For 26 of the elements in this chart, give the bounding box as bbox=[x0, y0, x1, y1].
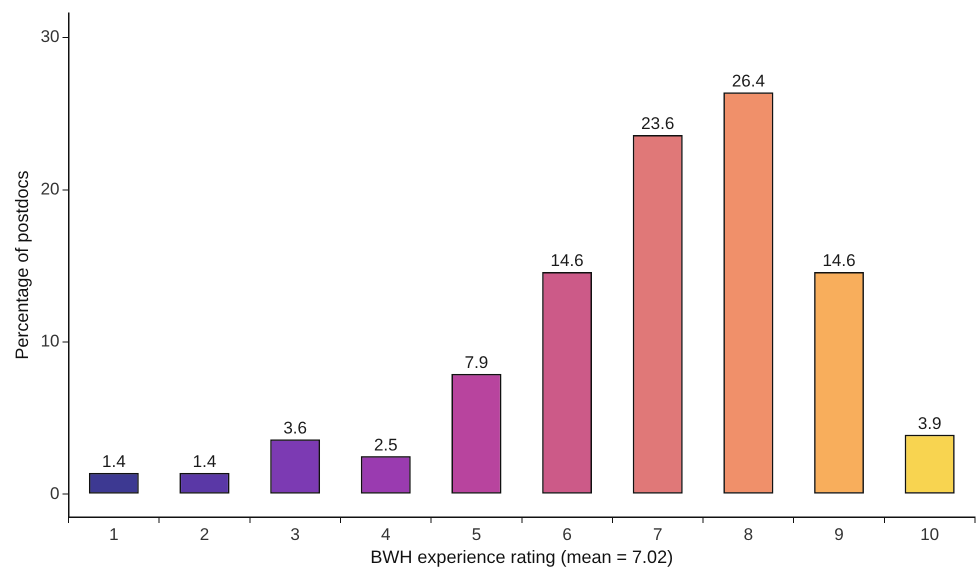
x-tick-label: 4 bbox=[381, 524, 391, 544]
x-axis-title: BWH experience rating (mean = 7.02) bbox=[370, 547, 674, 568]
x-tick-label: 10 bbox=[920, 524, 940, 544]
x-tick-label: 8 bbox=[744, 524, 754, 544]
data-label: 26.4 bbox=[732, 72, 765, 91]
x-tick-label: 3 bbox=[290, 524, 300, 544]
data-label: 14.6 bbox=[550, 251, 584, 270]
data-label: 1.4 bbox=[192, 452, 216, 472]
y-tick-label: 30 bbox=[40, 27, 60, 46]
x-tick-label: 9 bbox=[834, 524, 844, 544]
y-tick-label: 10 bbox=[40, 332, 60, 351]
data-label: 2.5 bbox=[374, 435, 398, 454]
y-tick-label: 0 bbox=[50, 484, 60, 503]
x-tick-label: 6 bbox=[562, 524, 572, 544]
x-tick-label: 5 bbox=[472, 524, 482, 544]
x-tick-label: 1 bbox=[109, 524, 119, 544]
data-label: 23.6 bbox=[641, 114, 674, 134]
data-label: 3.9 bbox=[918, 414, 942, 433]
x-tick-label: 2 bbox=[200, 524, 210, 544]
data-label: 1.4 bbox=[102, 452, 126, 472]
y-tick-label: 20 bbox=[40, 179, 60, 198]
data-label: 14.6 bbox=[822, 251, 856, 270]
y-axis-title: Percentage of postdocs bbox=[12, 170, 32, 360]
x-tick-label: 7 bbox=[652, 524, 662, 544]
data-label: 7.9 bbox=[464, 353, 488, 372]
data-label: 3.6 bbox=[283, 418, 307, 438]
